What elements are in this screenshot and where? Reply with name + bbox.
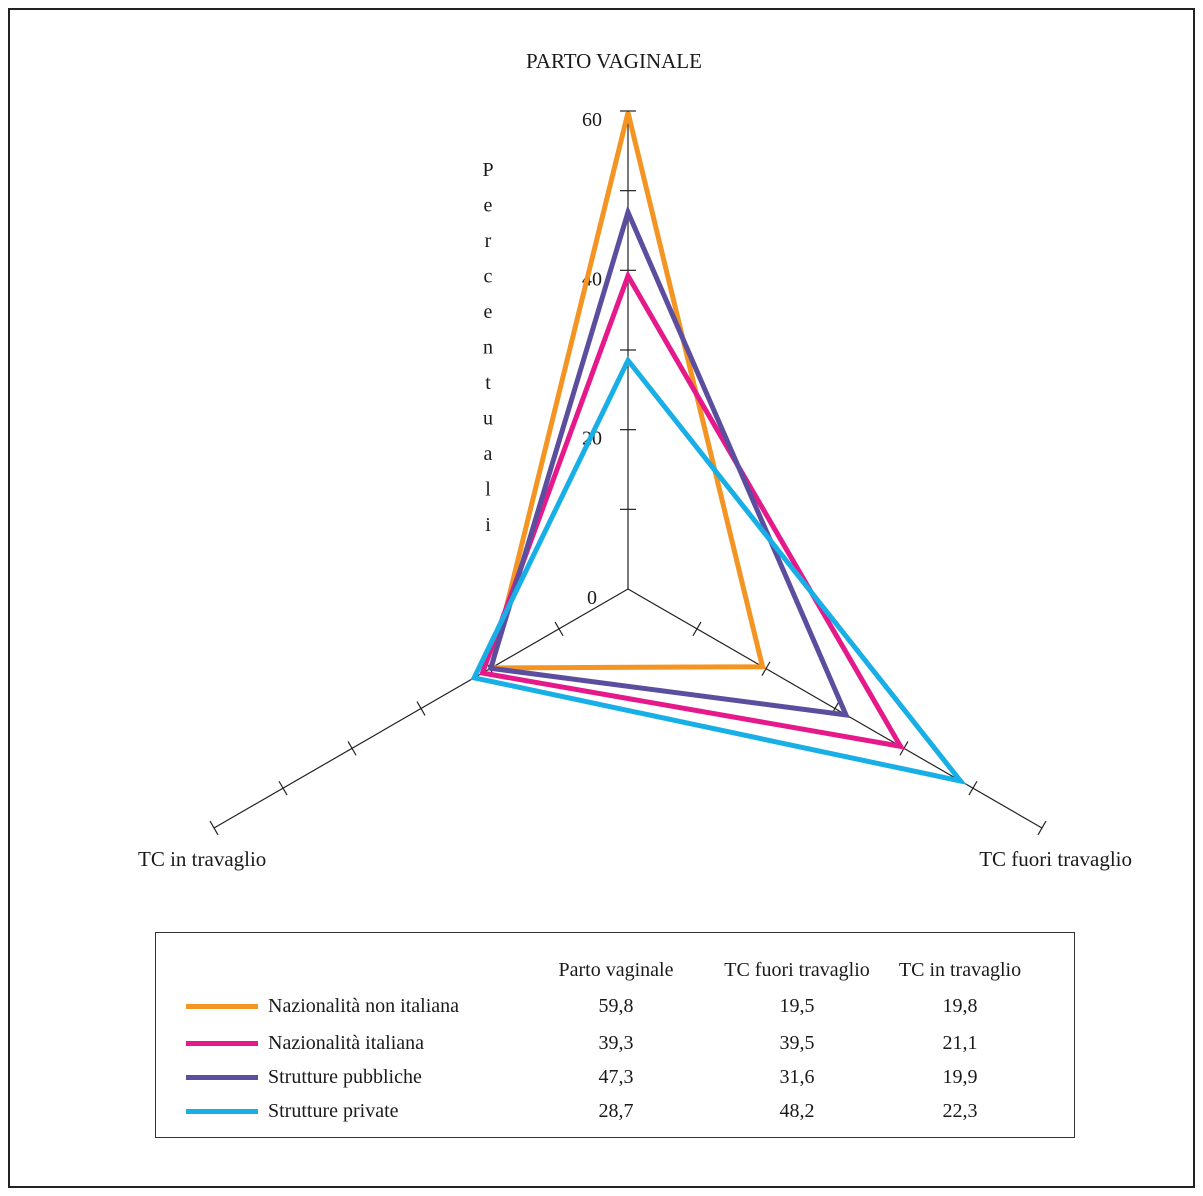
axis-tick: [968, 780, 978, 796]
table-cell: 39,5: [779, 1032, 815, 1054]
axis-tick: [1037, 820, 1047, 836]
series-polygon: [479, 270, 906, 750]
axis-category-label: TC in travaglio: [138, 847, 266, 871]
y-axis-label-letter: t: [485, 372, 491, 394]
table-cell: 19,5: [779, 995, 815, 1017]
table-cell: 31,6: [779, 1066, 815, 1088]
table-cell: 59,8: [598, 995, 634, 1017]
y-axis-label-letter: c: [484, 266, 493, 288]
series-polygon: [487, 204, 851, 718]
series-polygon: [470, 355, 967, 785]
axis-category-label: PARTO VAGINALE: [526, 49, 702, 73]
table-cell: 39,3: [598, 1032, 634, 1054]
axis-tick: [278, 780, 288, 796]
legend-swatch: [186, 1109, 258, 1114]
axis-tick: [347, 741, 357, 756]
legend-swatch: [186, 1075, 258, 1080]
legend-swatch: [186, 1004, 258, 1009]
header-tc-in-travaglio: TC in travaglio: [898, 959, 1022, 981]
y-axis-label-letter: r: [485, 230, 492, 252]
table-cell: 21,1: [942, 1032, 978, 1054]
header-parto-vaginale: Parto vaginale: [558, 959, 674, 981]
legend-row-strutture-pubbliche: Strutture pubbliche 47,3 31,6 19,9: [156, 1060, 1074, 1094]
table-cell: 47,3: [598, 1066, 634, 1088]
y-axis-label-letter: n: [483, 337, 493, 359]
table-cell: 19,8: [942, 995, 978, 1017]
y-axis-label-letter: i: [485, 514, 491, 536]
axis-tick: [554, 621, 564, 637]
y-axis-label-letter: e: [484, 301, 493, 323]
header-tc-fuori-travaglio: TC fuori travaglio: [724, 959, 870, 981]
y-axis-label-letter: e: [484, 195, 493, 217]
radial-tick-label: 60: [582, 109, 602, 131]
axis-tick: [692, 621, 702, 637]
axis-tick: [209, 820, 219, 836]
table-cell: 48,2: [779, 1100, 815, 1122]
y-axis-label-letter: l: [485, 479, 491, 501]
y-axis-label-letter: u: [483, 408, 493, 430]
legend-series-name: Nazionalità non italiana: [268, 995, 460, 1017]
legend-swatch: [186, 1041, 258, 1046]
legend-table: Parto vaginale TC fuori travaglio TC in …: [155, 932, 1075, 1138]
y-axis-label-letter: P: [482, 159, 493, 181]
axis-category-label: TC fuori travaglio: [979, 847, 1132, 871]
legend-series-name: Nazionalità italiana: [268, 1032, 425, 1054]
table-cell: 28,7: [598, 1100, 634, 1122]
legend-row-nazionalita-italiana: Nazionalità italiana 39,3 39,5 21,1: [156, 1026, 1074, 1060]
axis-tick: [761, 661, 771, 676]
table-cell: 19,9: [942, 1066, 978, 1088]
table-cell: 22,3: [942, 1100, 978, 1122]
series-polygon: [488, 112, 766, 671]
figure-frame: [8, 8, 1195, 1188]
legend-table-header: Parto vaginale TC fuori travaglio TC in …: [156, 953, 1074, 987]
radial-tick-label: 0: [587, 587, 597, 609]
legend-series-name: Strutture pubbliche: [268, 1066, 422, 1088]
y-axis-label-letter: a: [484, 443, 493, 465]
legend-row-strutture-private: Strutture private 28,7 48,2 22,3: [156, 1094, 1074, 1128]
legend-row-nazionalita-non-italiana: Nazionalità non italiana 59,8 19,5 19,8: [156, 989, 1074, 1023]
axis-tick: [416, 701, 426, 716]
legend-series-name: Strutture private: [268, 1100, 399, 1122]
